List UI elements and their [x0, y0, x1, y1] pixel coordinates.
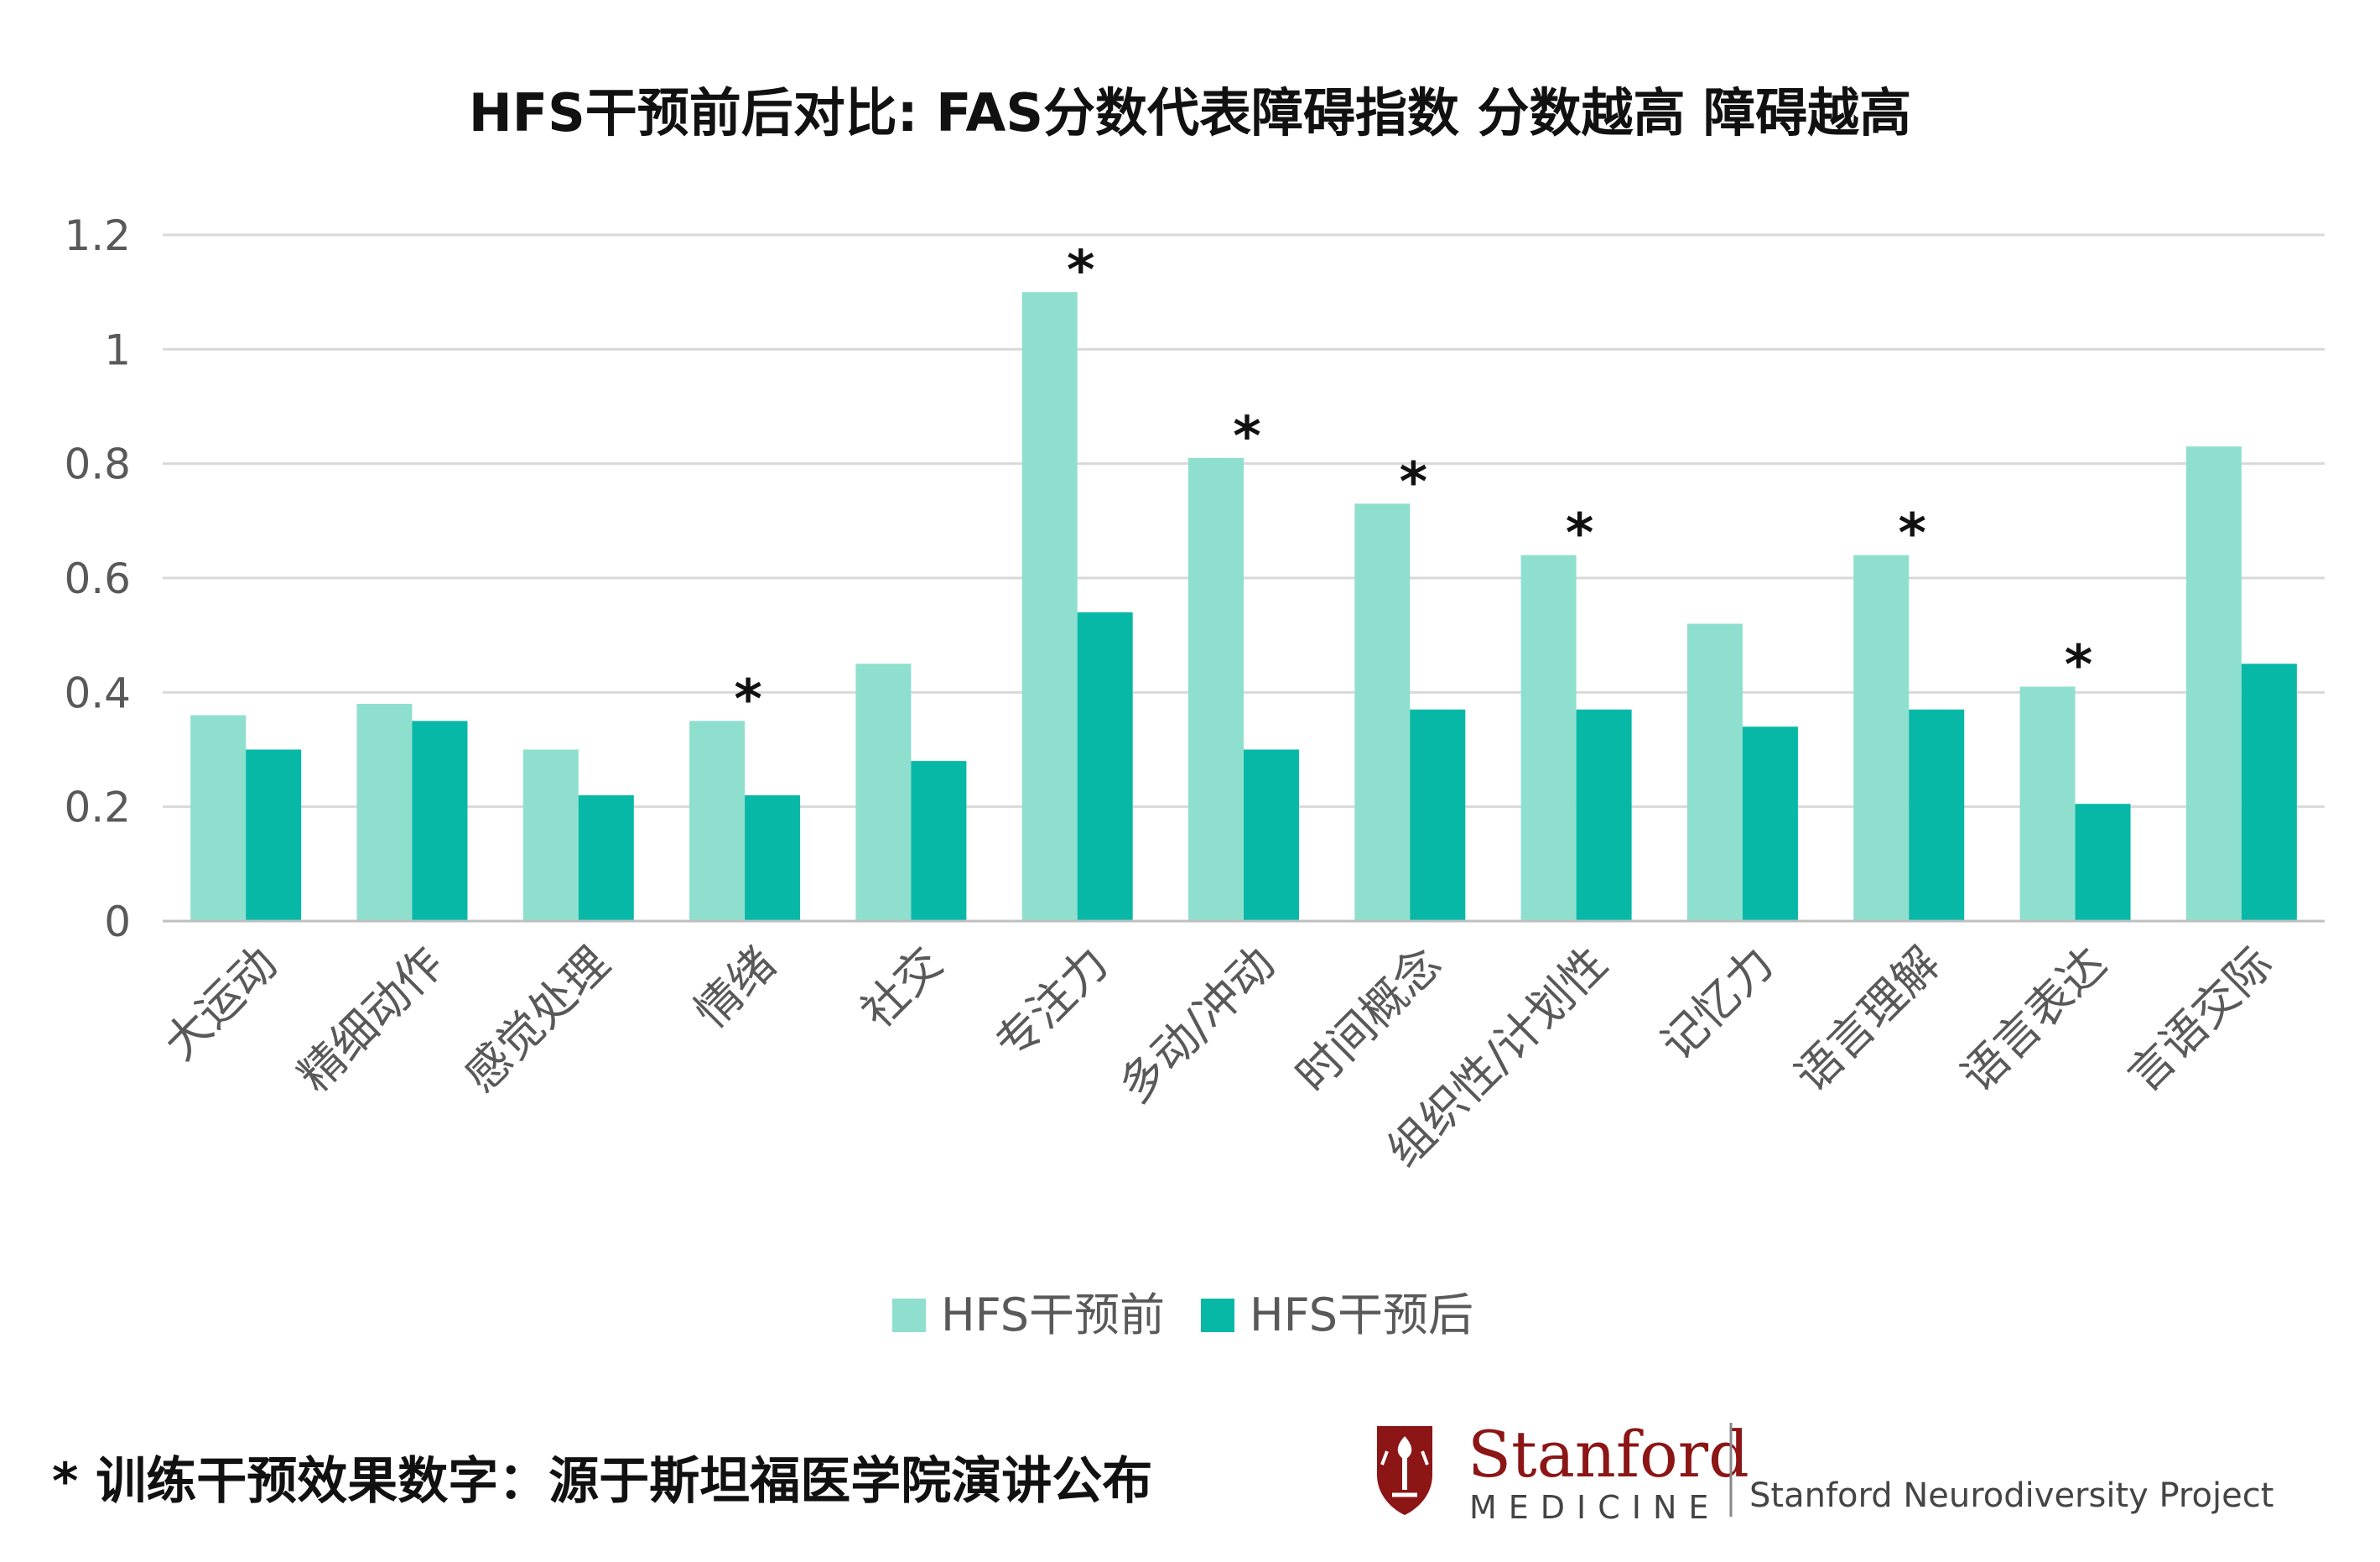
- bars: [190, 292, 2297, 922]
- bar-before: [1021, 292, 1078, 922]
- bar-after: [1909, 709, 1965, 921]
- bar-before: [1188, 457, 1244, 921]
- y-tick-label: 1: [104, 325, 131, 374]
- x-tick-label: 多动/冲动: [1109, 937, 1285, 1113]
- x-tick-label: 言语交际: [2118, 937, 2283, 1102]
- significance-marker: *: [1067, 240, 1094, 302]
- bar-after: [1244, 749, 1299, 921]
- y-tick-label: 1.2: [64, 211, 131, 260]
- bar-before: [1354, 503, 1411, 921]
- significance-markers: * * * * * * *: [734, 240, 2092, 731]
- bar-before: [855, 664, 912, 921]
- y-axis-ticks: 0 0.2 0.4 0.6 0.8 1 1.2: [64, 211, 131, 946]
- x-tick-label: 精细动作: [288, 937, 453, 1102]
- bar-before: [190, 715, 247, 921]
- bar-after: [745, 795, 801, 921]
- significance-marker: *: [734, 669, 761, 731]
- significance-marker: *: [1400, 451, 1427, 513]
- legend: HFS干预前 HFS干预后: [892, 1289, 1473, 1341]
- x-tick-label: 语言表达: [1951, 937, 2116, 1102]
- bar-after: [1077, 612, 1133, 921]
- bar-before: [1686, 623, 1743, 921]
- y-tick-label: 0.4: [64, 669, 131, 717]
- y-tick-label: 0.6: [64, 555, 131, 603]
- legend-label-before: HFS干预前: [941, 1289, 1165, 1341]
- bar-after: [412, 721, 468, 921]
- x-tick-label: 语言理解: [1785, 937, 1950, 1102]
- x-tick-label: 感觉处理: [455, 937, 620, 1102]
- bar-before: [356, 703, 413, 921]
- significance-marker: *: [2065, 635, 2092, 697]
- significance-marker: *: [1233, 406, 1260, 468]
- chart-title: HFS干预前后对比: FAS分数代表障碍指数 分数越高 障碍越高: [469, 82, 1911, 143]
- bar-after: [2241, 664, 2297, 921]
- project-name: Stanford Neurodiversity Project: [1749, 1476, 2273, 1515]
- x-tick-label: 记忆力: [1650, 937, 1784, 1070]
- y-tick-label: 0.8: [64, 440, 131, 489]
- bar-before: [2185, 446, 2242, 921]
- logo-wordmark: Stanford: [1468, 1417, 1749, 1492]
- y-tick-label: 0: [104, 898, 131, 946]
- x-tick-label: 时间概念: [1286, 937, 1451, 1102]
- bar-before: [1853, 555, 1910, 921]
- bar-after: [1576, 709, 1632, 921]
- stanford-medicine-logo: Stanford MEDICINE Stanford Neurodiversit…: [1377, 1417, 2273, 1526]
- legend-swatch-after: [1201, 1299, 1234, 1332]
- legend-label-after: HFS干预后: [1250, 1289, 1473, 1341]
- bar-after: [1742, 726, 1798, 921]
- significance-marker: *: [1898, 503, 1925, 565]
- bar-before: [522, 749, 579, 921]
- bar-after: [2075, 804, 2131, 921]
- bar-after: [911, 761, 967, 921]
- stanford-tree-shield-icon: [1377, 1426, 1432, 1515]
- bar-after: [578, 795, 634, 921]
- bar-before: [2019, 686, 2076, 921]
- significance-marker: *: [1566, 503, 1593, 565]
- bar-before: [1520, 555, 1577, 921]
- y-tick-label: 0.2: [64, 784, 131, 832]
- bar-before: [689, 721, 746, 921]
- x-tick-label: 大运动: [153, 937, 287, 1070]
- legend-swatch-before: [892, 1299, 926, 1332]
- bar-after: [246, 749, 302, 921]
- x-tick-label: 专注力: [985, 937, 1119, 1070]
- x-tick-label: 社交: [851, 937, 953, 1039]
- footnote: * 训练干预效果数字：源于斯坦福医学院演讲公布: [52, 1452, 1152, 1511]
- x-tick-label: 情绪: [684, 937, 786, 1039]
- bar-after: [1410, 709, 1466, 921]
- logo-subtitle: MEDICINE: [1469, 1489, 1720, 1526]
